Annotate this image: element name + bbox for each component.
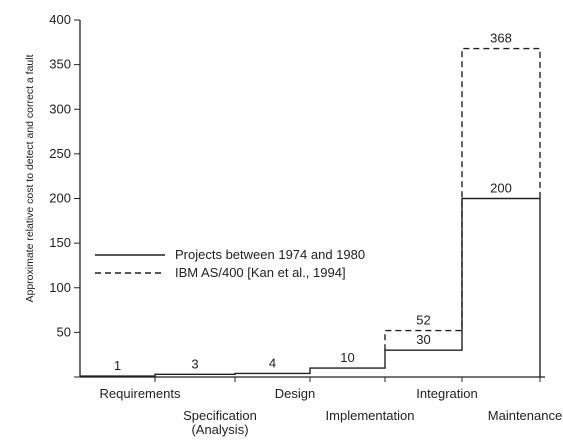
data-label: 1 — [114, 358, 121, 373]
data-label: 10 — [340, 350, 354, 365]
axes — [79, 20, 545, 382]
y-tick-label: 250 — [49, 146, 71, 161]
category-label: Design — [275, 386, 315, 401]
series-group — [80, 47, 541, 377]
y-tick-label: 350 — [49, 57, 71, 72]
legend-label: Projects between 1974 and 1980 — [175, 247, 365, 262]
y-tick-label: 200 — [49, 191, 71, 206]
y-tick-label: 300 — [49, 101, 71, 116]
data-labels: 1 3 4 10 30 200 52 368 — [114, 31, 512, 374]
y-tick-label: 50 — [57, 324, 71, 339]
category-label: Maintenance — [488, 408, 562, 423]
y-axis-title: Approximate relative cost to detect and … — [24, 54, 36, 302]
category-label: Requirements — [100, 386, 181, 401]
y-tick-label: 400 — [49, 12, 71, 27]
y-tick-label: 150 — [49, 235, 71, 250]
data-label: 200 — [490, 181, 512, 196]
category-label: (Analysis) — [191, 422, 248, 437]
category-label: Integration — [416, 386, 477, 401]
y-tick-label: 100 — [49, 280, 71, 295]
data-label: 4 — [269, 355, 276, 370]
data-label: 3 — [191, 356, 198, 371]
series-dashed-line — [384, 47, 541, 351]
data-label: 52 — [416, 313, 430, 328]
series-solid-line — [80, 197, 541, 377]
category-label: Implementation — [326, 408, 415, 423]
data-label: 368 — [490, 31, 512, 46]
legend: Projects between 1974 and 1980 IBM AS/400… — [95, 247, 365, 280]
legend-label: IBM AS/400 [Kan et al., 1994] — [175, 265, 346, 280]
data-label: 30 — [416, 332, 430, 347]
category-label: Specification — [183, 408, 257, 423]
y-ticks: 50 100 150 200 250 300 350 400 — [49, 12, 80, 378]
